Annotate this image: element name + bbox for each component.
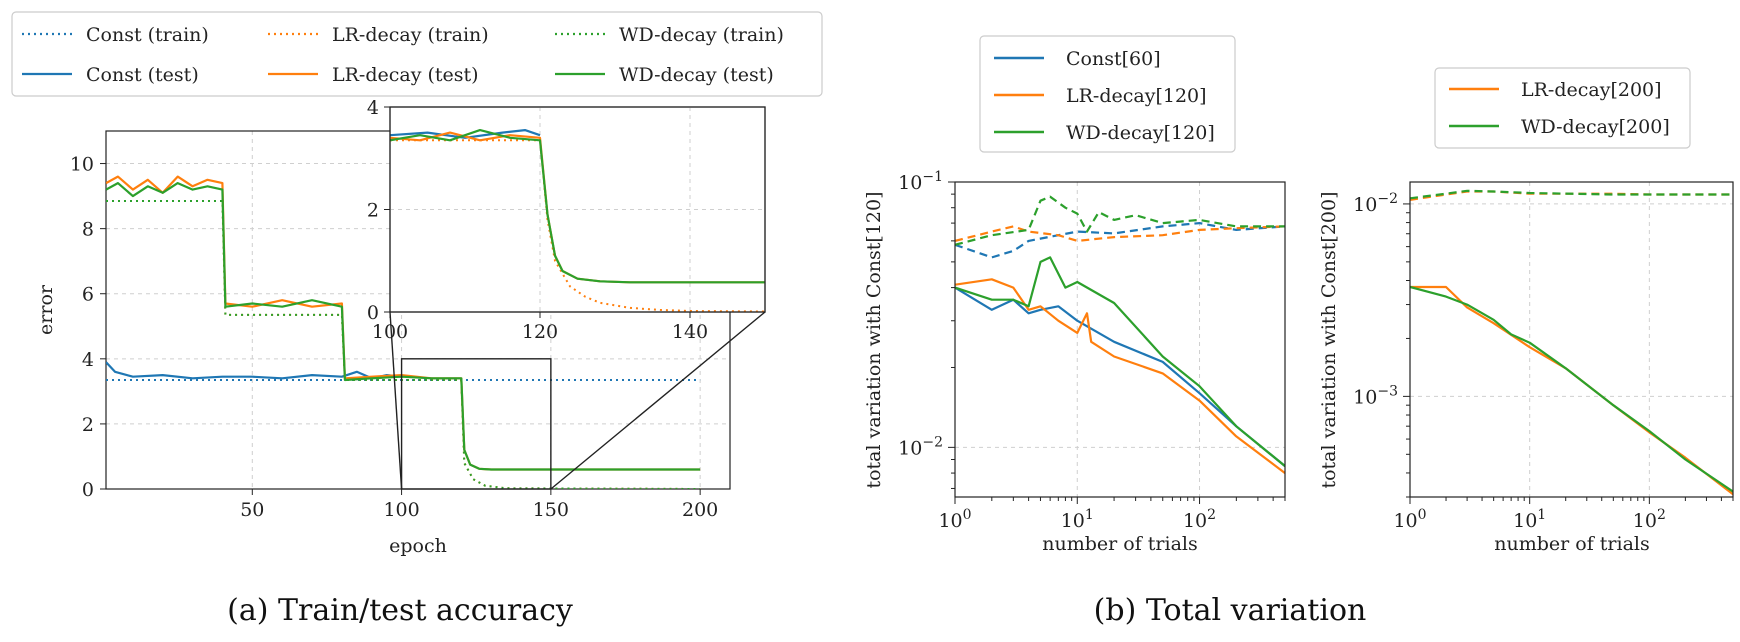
accuracy-panel: 50 100 150 200 0 2 4 6 8 10 epoch error 100 120 140… bbox=[11, 11, 823, 557]
accuracy-ytick: 4 bbox=[82, 349, 94, 371]
tv120-legend-label: Const[60] bbox=[1066, 48, 1161, 70]
inset-ticks: 100 120 140 0 2 4 bbox=[367, 97, 708, 343]
accuracy-xlabel: epoch bbox=[389, 535, 447, 557]
tv120-ylabel: total variation with Const[120] bbox=[863, 191, 885, 488]
tv120-ytick: 10−1 bbox=[898, 169, 943, 194]
accuracy-legend-label: WD-decay (test) bbox=[619, 64, 774, 86]
inset-ytick: 4 bbox=[367, 97, 379, 119]
tv200-legend-label: LR-decay[200] bbox=[1521, 79, 1662, 101]
accuracy-ytick: 8 bbox=[82, 219, 94, 241]
tv120-axes-frame bbox=[954, 181, 1286, 498]
tv200-series-lr-decay-200 bbox=[1410, 285, 1733, 496]
accuracy-ytick: 0 bbox=[82, 479, 94, 501]
accuracy-ytick: 2 bbox=[82, 414, 94, 436]
tv120-ytick: 10−2 bbox=[898, 434, 943, 459]
tv200-ylabel: total variation with Const[200] bbox=[1318, 191, 1340, 488]
accuracy-xtick: 100 bbox=[383, 499, 419, 521]
tv200-xtick: 100 bbox=[1393, 507, 1426, 532]
inset-series-const-test bbox=[390, 129, 541, 139]
caption-a: (a) Train/test accuracy bbox=[227, 593, 573, 628]
tv120-ticks: 100 101 102 10−1 10−2 bbox=[898, 169, 1286, 532]
accuracy-legend-label: LR-decay (test) bbox=[332, 64, 479, 86]
inset-xtick: 140 bbox=[672, 321, 708, 343]
tv200-panel: 100 101 102 10−2 10−3 number of trials total… bbox=[1318, 67, 1734, 555]
tv120-xlabel: number of trials bbox=[1042, 533, 1197, 555]
inset-ytick: 2 bbox=[367, 200, 379, 222]
accuracy-legend-box bbox=[11, 11, 823, 97]
accuracy-legend: Const (train) LR-decay (train) WD-decay (t… bbox=[11, 11, 823, 97]
accuracy-series bbox=[106, 175, 701, 489]
tv200-axes-frame bbox=[1409, 181, 1734, 498]
accuracy-series-wd-decay-test bbox=[106, 182, 701, 471]
accuracy-xtick: 150 bbox=[533, 499, 569, 521]
tv120-legend: Const[60] LR-decay[120] WD-decay[120] bbox=[979, 35, 1236, 153]
tv120-series-wd-decay-120 bbox=[955, 256, 1285, 467]
tv120-series bbox=[955, 195, 1285, 474]
accuracy-legend-label: WD-decay (train) bbox=[619, 24, 784, 46]
tv120-series-lr-dashed bbox=[955, 225, 1285, 242]
tv200-xtick: 101 bbox=[1513, 507, 1546, 532]
accuracy-ytick: 10 bbox=[70, 154, 94, 176]
tv200-ytick: 10−2 bbox=[1353, 191, 1398, 216]
tv120-series-wd-dashed bbox=[955, 195, 1285, 246]
accuracy-ytick: 6 bbox=[82, 284, 94, 306]
accuracy-series-const-test bbox=[106, 361, 402, 380]
tv200-grid bbox=[1409, 182, 1733, 497]
tv120-legend-box bbox=[979, 35, 1236, 153]
tv200-legend-label: WD-decay[200] bbox=[1521, 116, 1670, 138]
inset-xtick: 120 bbox=[522, 321, 558, 343]
tv200-legend: LR-decay[200] WD-decay[200] bbox=[1434, 67, 1691, 149]
tv200-series-wd-decay-200 bbox=[1410, 285, 1733, 493]
accuracy-xtick: 200 bbox=[682, 499, 718, 521]
tv200-series bbox=[1410, 189, 1733, 496]
inset-series bbox=[390, 129, 765, 312]
tv200-series-wd-dashed bbox=[1410, 189, 1733, 200]
zoom-box bbox=[400, 358, 552, 490]
inset-ytick: 0 bbox=[367, 302, 379, 324]
tv200-xlabel: number of trials bbox=[1494, 533, 1649, 555]
tv120-legend-label: WD-decay[120] bbox=[1066, 122, 1215, 144]
tv120-xtick: 102 bbox=[1183, 507, 1216, 532]
tv120-legend-label: LR-decay[120] bbox=[1066, 85, 1207, 107]
tv200-xtick: 102 bbox=[1633, 507, 1666, 532]
tv120-xtick: 100 bbox=[938, 507, 971, 532]
inset-series-lr-decay-train bbox=[390, 139, 765, 312]
caption-b: (b) Total variation bbox=[1094, 593, 1367, 628]
tv200-ytick: 10−3 bbox=[1353, 383, 1398, 408]
tv120-series-lr-decay-120 bbox=[955, 278, 1285, 474]
tv120-series-const-60 bbox=[955, 286, 1285, 467]
tv120-xtick: 101 bbox=[1061, 507, 1094, 532]
accuracy-ylabel: error bbox=[35, 284, 57, 335]
tv120-panel: 100 101 102 10−1 10−2 number of trials total… bbox=[863, 35, 1286, 555]
accuracy-legend-label: Const (train) bbox=[86, 24, 209, 46]
zoom-connector-right bbox=[550, 311, 766, 490]
zoom-connector-left bbox=[389, 311, 403, 490]
tv120-series-const-dashed bbox=[955, 222, 1285, 259]
inset-xtick: 100 bbox=[372, 321, 408, 343]
inset-series-wd-decay-test bbox=[390, 129, 765, 284]
accuracy-xtick: 50 bbox=[240, 499, 264, 521]
accuracy-legend-label: LR-decay (train) bbox=[332, 24, 489, 46]
accuracy-zoom-indicator bbox=[389, 311, 766, 490]
accuracy-legend-label: Const (test) bbox=[86, 64, 199, 86]
accuracy-ticks: 50 100 150 200 0 2 4 6 8 10 bbox=[70, 154, 718, 521]
